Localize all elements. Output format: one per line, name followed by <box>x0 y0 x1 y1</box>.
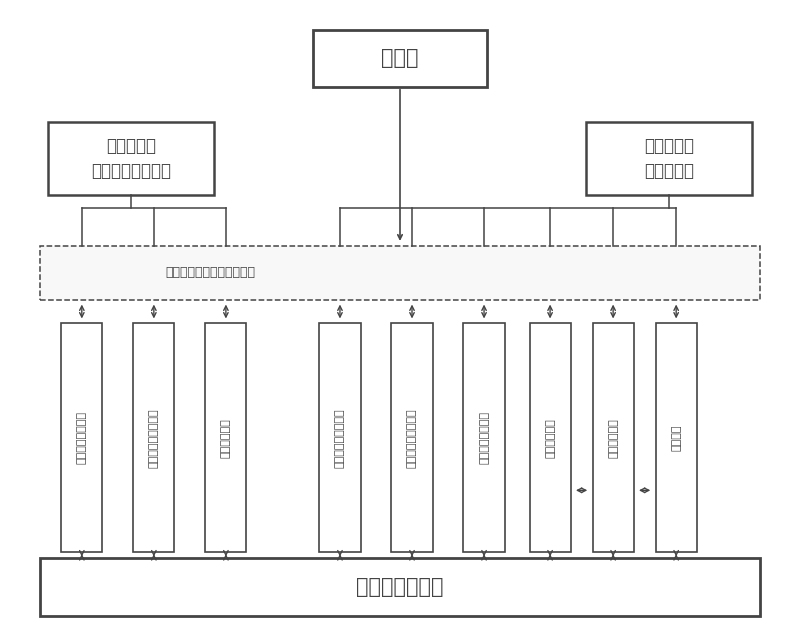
Text: 运行控制系统: 运行控制系统 <box>608 418 618 458</box>
Text: 环境参数监控系统: 环境参数监控系统 <box>479 411 489 464</box>
Bar <box>530 323 570 552</box>
Bar <box>48 122 214 195</box>
Bar <box>313 30 487 87</box>
Text: 冷热电联供系统: 冷热电联供系统 <box>356 577 444 597</box>
Text: 基于物联网
的能源岛安保系统: 基于物联网 的能源岛安保系统 <box>91 137 171 180</box>
Text: 负载端参数监控系统: 负载端参数监控系统 <box>407 408 417 468</box>
Bar <box>593 323 634 552</box>
Text: 蓄冷系统: 蓄冷系统 <box>671 424 681 451</box>
Bar <box>40 558 760 616</box>
Bar <box>655 323 697 552</box>
Text: 负载端人员监控系统: 负载端人员监控系统 <box>335 408 345 468</box>
Bar <box>206 323 246 552</box>
Bar <box>40 246 760 299</box>
Text: 上位机: 上位机 <box>382 48 418 68</box>
Bar <box>586 122 752 195</box>
Bar <box>319 323 361 552</box>
Text: 基于物联网
的节能系统: 基于物联网 的节能系统 <box>644 137 694 180</box>
Text: 能源岛人员管理系统: 能源岛人员管理系统 <box>149 408 159 468</box>
Text: 负荷预测系统: 负荷预测系统 <box>545 418 555 458</box>
Bar <box>134 323 174 552</box>
Bar <box>391 323 433 552</box>
Text: 基于物联网技术的通信网络: 基于物联网技术的通信网络 <box>165 266 255 279</box>
Bar <box>62 323 102 552</box>
Text: 设备状态监控系统: 设备状态监控系统 <box>77 411 87 464</box>
Text: 意外防护系统: 意外防护系统 <box>221 418 231 458</box>
Bar <box>463 323 505 552</box>
